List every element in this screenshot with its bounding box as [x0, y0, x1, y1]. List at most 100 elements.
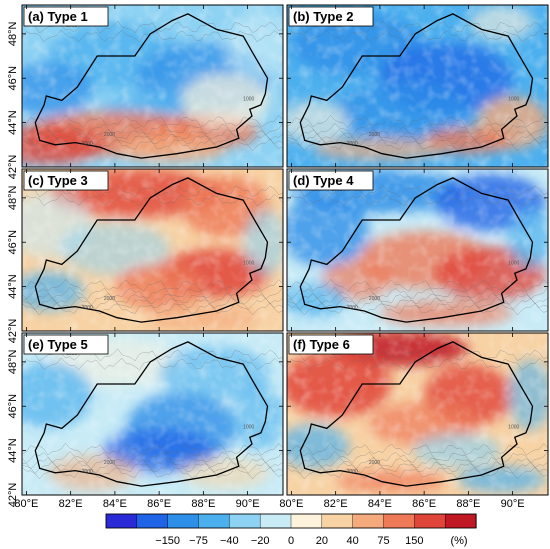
- panel-label-box: [288, 170, 374, 191]
- panel-label-box: [288, 6, 374, 27]
- contour-label: 2000: [369, 460, 380, 466]
- region-boundary: [299, 13, 534, 159]
- lat-tick-label: 44°N: [7, 274, 19, 299]
- topography-contours: [287, 184, 548, 316]
- colorbar-label: −40: [220, 535, 239, 547]
- panel-frame: [286, 168, 549, 332]
- axes: 42°N 44°N 46°N 48°N 42°N 44°N 46°N 48°N 42°N 44°N…: [7, 22, 525, 510]
- colorbar-swatch: [167, 513, 200, 529]
- contour-label: 3000: [347, 469, 358, 475]
- colorbar-swatch: [136, 513, 169, 529]
- colorbar-label: 150: [405, 535, 423, 547]
- lat-tick-label: 46°N: [7, 66, 19, 91]
- topography-contours: [22, 348, 283, 480]
- contour-label: 3000: [82, 305, 93, 311]
- lat-tick-label: 48°N: [7, 186, 19, 211]
- panel-frame: [286, 332, 549, 496]
- contour-label: 3000: [347, 141, 358, 147]
- colorbar-label: −20: [251, 535, 270, 547]
- colorbar-frame: [105, 513, 477, 529]
- lon-tick-label: 84°E: [368, 498, 392, 510]
- region-boundary: [299, 177, 534, 323]
- colorbar-label: −150: [155, 535, 180, 547]
- panel-frame: [21, 332, 284, 496]
- lon-tick-label: 86°E: [147, 498, 171, 510]
- map-panel-f: 1000200030001000(f) Type 6: [286, 332, 549, 496]
- lat-tick-label: 44°N: [7, 110, 19, 135]
- contour-label: 1000: [508, 424, 519, 430]
- colorbar-swatch: [229, 513, 261, 529]
- colorbar-swatch: [444, 513, 477, 529]
- lon-tick-label: 84°E: [103, 498, 127, 510]
- contour-label: 1000: [508, 260, 519, 266]
- colorbar-label: 40: [347, 535, 359, 547]
- lat-tick-label: 46°N: [7, 230, 19, 255]
- topography-contours: [22, 184, 283, 316]
- contour-label: 3000: [82, 469, 93, 475]
- lon-tick-label: 88°E: [191, 498, 215, 510]
- panel-frame: [21, 168, 284, 332]
- lat-tick-label: 44°N: [7, 438, 19, 463]
- lon-tick-label: 80°E: [14, 498, 38, 510]
- panel-label: (e) Type 5: [28, 337, 88, 352]
- panel-label-box: [288, 334, 374, 355]
- colorbar-swatch: [198, 513, 230, 529]
- colorbar-swatch: [321, 513, 354, 529]
- lat-tick-label: 48°N: [7, 22, 19, 47]
- panel-label: (a) Type 1: [28, 9, 88, 24]
- panel-label-box: [23, 334, 109, 355]
- map-panel-d: 1000200030001000(d) Type 4: [286, 168, 549, 332]
- region-boundary: [34, 13, 269, 159]
- lon-tick-label: 90°E: [236, 498, 260, 510]
- map-panel-b: 1000200030001000(b) Type 2: [286, 4, 549, 168]
- lat-tick-label: 48°N: [7, 350, 19, 375]
- colorbar-label: 0: [288, 535, 294, 547]
- colorbar: −150 −75 −40 −20 0 20 40 75 150 (%): [105, 513, 477, 547]
- map-panel-e: 1000200030001000(e) Type 5: [21, 332, 284, 496]
- panel-label: (b) Type 2: [293, 9, 353, 24]
- colorbar-label: 75: [377, 535, 389, 547]
- colorbar-label: −75: [189, 535, 208, 547]
- map-panels: 1000 2000 3000 1000 (a) Type 1 1000 2000 3000 10…: [21, 4, 549, 496]
- topography-contours: [287, 348, 548, 480]
- colorbar-swatch: [414, 513, 446, 529]
- panel-label-box: [23, 170, 109, 191]
- topography-contours: [287, 20, 548, 152]
- topography-contours: [22, 20, 283, 152]
- colorbar-swatch: [259, 513, 292, 529]
- contour-label: 1000: [243, 96, 254, 102]
- panel-label-box: [23, 6, 109, 27]
- lon-tick-label: 90°E: [501, 498, 525, 510]
- contour-label: 2000: [369, 132, 380, 138]
- lon-tick-label: 82°E: [324, 498, 348, 510]
- lon-tick-label: 82°E: [59, 498, 83, 510]
- contour-label: 2000: [104, 460, 115, 466]
- lat-tick-label: 42°N: [7, 155, 19, 180]
- contour-label: 1000: [508, 96, 519, 102]
- lon-tick-label: 86°E: [412, 498, 436, 510]
- contour-label: 1000: [243, 260, 254, 266]
- contour-label: 3000: [347, 305, 358, 311]
- lon-tick-label: 88°E: [456, 498, 480, 510]
- region-boundary: [299, 341, 534, 487]
- panel-frame: [286, 4, 549, 168]
- contour-label: 3000: [82, 141, 93, 147]
- contour-label: 2000: [369, 296, 380, 302]
- map-panel-a: 1000200030001000(a) Type 1: [21, 4, 284, 168]
- colorbar-swatch: [383, 513, 415, 529]
- region-boundary: [34, 341, 269, 487]
- lat-tick-label: 46°N: [7, 394, 19, 419]
- colorbar-swatch: [290, 513, 323, 529]
- colorbar-unit: (%): [450, 535, 467, 547]
- contour-label: 2000: [104, 132, 115, 138]
- panel-label: (c) Type 3: [28, 173, 88, 188]
- colorbar-label: 20: [316, 535, 328, 547]
- colorbar-swatch: [105, 513, 138, 529]
- map-panel-c: 1000200030001000(c) Type 3: [21, 168, 284, 332]
- lat-tick-label: 42°N: [7, 483, 19, 508]
- contour-label: 1000: [243, 424, 254, 430]
- panel-label: (f) Type 6: [293, 337, 350, 352]
- panel-label: (d) Type 4: [293, 173, 354, 188]
- colorbar-swatch: [352, 513, 385, 529]
